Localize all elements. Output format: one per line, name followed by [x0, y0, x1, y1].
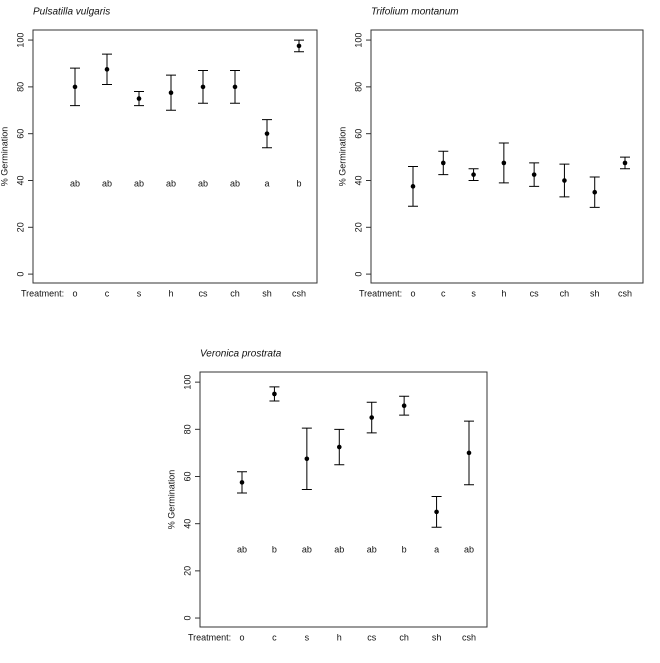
group-letter: b [402, 544, 407, 554]
x-tick-label: o [410, 288, 415, 298]
chart-title: Pulsatilla vulgaris [33, 7, 110, 18]
y-tick-label: 0 [15, 272, 25, 277]
point [232, 84, 238, 90]
point [264, 131, 270, 136]
x-tick-label: c [272, 632, 277, 642]
group-letter: ab [367, 544, 377, 554]
x-axis-label: Treatment: [21, 288, 64, 298]
group-letter: ab [302, 544, 312, 554]
y-tick-label: 100 [353, 33, 363, 48]
y-tick-label: 20 [15, 222, 25, 232]
y-tick-label: 60 [182, 471, 192, 481]
point [304, 456, 310, 462]
point [471, 172, 476, 177]
point [239, 480, 245, 485]
chart-title: Veronica prostrata [200, 349, 282, 360]
point [401, 403, 407, 409]
x-tick-label: csh [618, 288, 632, 298]
point [592, 189, 598, 195]
point [531, 172, 537, 177]
y-tick-label: 20 [353, 222, 363, 232]
x-tick-label: c [105, 288, 110, 298]
point [410, 184, 416, 189]
y-axis-label: % Germination [0, 127, 9, 187]
group-letter: ab [334, 544, 344, 554]
point [501, 160, 507, 166]
y-tick-label: 40 [15, 175, 25, 185]
x-tick-label: sh [432, 632, 442, 642]
x-tick-label: h [501, 288, 506, 298]
point [440, 160, 446, 166]
x-tick-label: cs [530, 288, 540, 298]
group-letter: ab [134, 178, 144, 188]
x-axis-label: Treatment: [188, 632, 231, 642]
point [622, 160, 628, 166]
point [136, 96, 142, 101]
x-tick-label: cs [367, 632, 377, 642]
point [369, 415, 375, 420]
group-letter: ab [237, 544, 247, 554]
y-tick-label: 60 [15, 129, 25, 139]
point [168, 90, 174, 96]
group-letter: b [296, 178, 301, 188]
chart-title: Trifolium montanum [371, 7, 459, 18]
group-letter: ab [464, 544, 474, 554]
y-tick-label: 60 [353, 129, 363, 139]
point [272, 391, 277, 397]
group-letter: ab [102, 178, 112, 188]
y-tick-label: 80 [353, 82, 363, 92]
point [200, 84, 206, 90]
x-tick-label: s [137, 288, 142, 298]
x-tick-label: c [441, 288, 446, 298]
plot-frame [199, 371, 488, 628]
x-tick-label: cs [199, 288, 209, 298]
x-tick-label: h [168, 288, 173, 298]
group-letter: ab [198, 178, 208, 188]
group-letter: ab [230, 178, 240, 188]
x-tick-label: h [337, 632, 342, 642]
point [434, 509, 439, 515]
point [466, 450, 472, 456]
point [72, 84, 78, 90]
point [562, 178, 567, 183]
x-tick-label: ch [230, 288, 240, 298]
y-tick-label: 0 [353, 272, 363, 277]
plot-frame [32, 29, 318, 284]
group-letter: ab [70, 178, 80, 188]
x-tick-label: o [72, 288, 77, 298]
y-tick-label: 100 [182, 375, 192, 390]
y-tick-label: 0 [182, 616, 192, 621]
group-letter: b [272, 544, 277, 554]
point [104, 67, 110, 72]
y-tick-label: 80 [15, 82, 25, 92]
x-tick-label: sh [262, 288, 272, 298]
y-tick-label: 20 [182, 566, 192, 576]
x-tick-label: csh [292, 288, 306, 298]
x-tick-label: o [239, 632, 244, 642]
x-tick-label: sh [590, 288, 600, 298]
y-axis-label: % Germination [166, 470, 176, 530]
y-tick-label: 40 [182, 519, 192, 529]
y-tick-label: 40 [353, 175, 363, 185]
point [296, 43, 302, 49]
point [336, 444, 342, 450]
group-letter: ab [166, 178, 176, 188]
x-tick-label: ch [560, 288, 570, 298]
y-tick-label: 80 [182, 424, 192, 434]
x-tick-label: ch [399, 632, 409, 642]
x-tick-label: s [305, 632, 310, 642]
x-axis-label: Treatment: [359, 288, 402, 298]
group-letter: a [434, 544, 439, 554]
plot-frame [370, 29, 644, 284]
y-axis-label: % Germination [337, 127, 347, 187]
y-tick-label: 100 [15, 33, 25, 48]
group-letter: a [264, 178, 269, 188]
x-tick-label: s [471, 288, 476, 298]
x-tick-label: csh [462, 632, 476, 642]
